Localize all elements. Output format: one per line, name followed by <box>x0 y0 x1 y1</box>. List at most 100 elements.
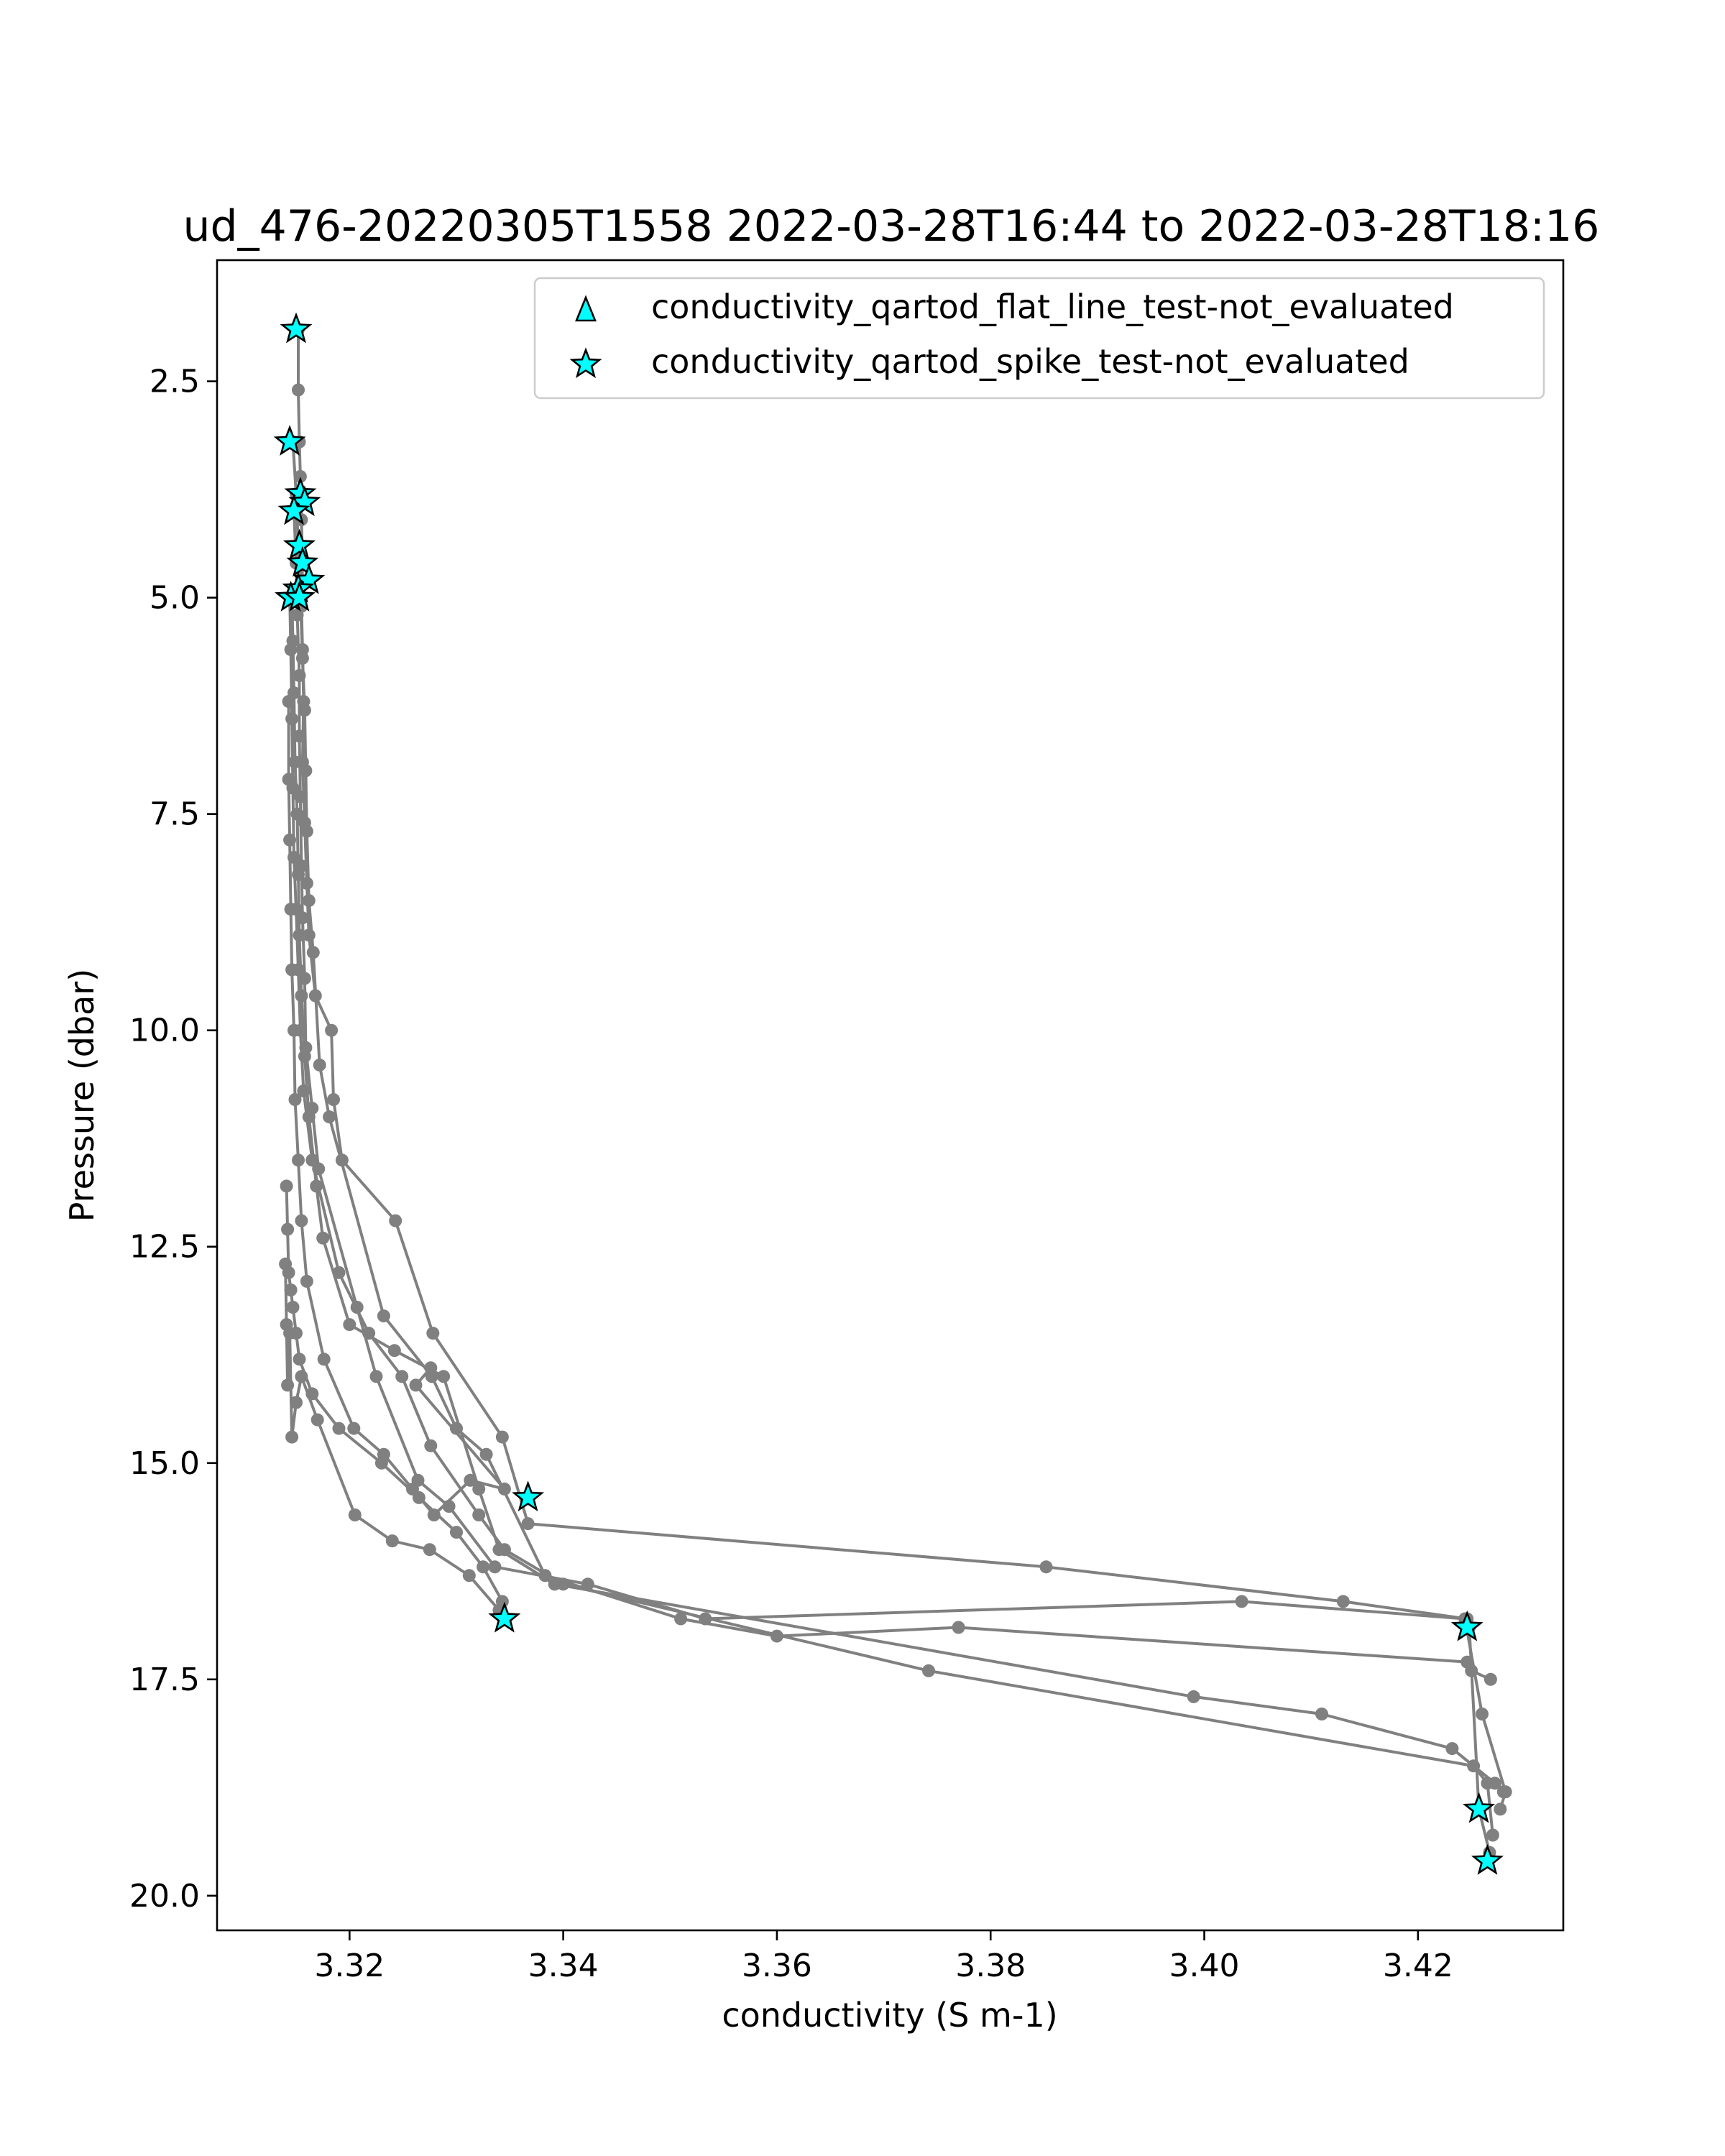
y-tick-label: 5.0 <box>150 580 200 617</box>
data-point <box>477 1560 490 1574</box>
spike-flag-star <box>512 1480 545 1512</box>
data-point <box>293 470 307 483</box>
data-point <box>305 1387 319 1401</box>
flag-markers <box>273 312 1504 1875</box>
data-point <box>310 1413 324 1427</box>
profile-line <box>288 597 1494 1835</box>
spike-flag-star <box>280 312 313 344</box>
profile-points <box>279 323 1512 1859</box>
data-point <box>699 1612 712 1626</box>
data-point <box>295 989 308 1003</box>
data-point <box>293 1353 306 1366</box>
x-tick-label: 3.38 <box>955 1948 1026 1984</box>
data-point <box>293 669 306 682</box>
data-point <box>1445 1742 1459 1756</box>
data-point <box>1496 1785 1510 1799</box>
y-axis-ticks: 2.5 5.0 7.5 10.0 12.5 15.0 17.5 20.0 <box>129 364 217 1915</box>
profile-line <box>297 329 1491 1853</box>
data-point <box>369 1370 383 1383</box>
spike-flag-star <box>273 425 306 456</box>
data-point <box>313 1058 326 1072</box>
y-tick-label: 7.5 <box>150 796 200 833</box>
legend-label-flat-line: conductivity_qartod_flat_line_test-not_e… <box>651 287 1454 326</box>
data-point <box>1039 1560 1053 1574</box>
data-point <box>374 1456 388 1470</box>
data-point <box>389 1214 402 1227</box>
data-point <box>343 1318 356 1332</box>
data-point <box>472 1508 486 1521</box>
data-point <box>1465 1664 1478 1677</box>
data-point <box>335 1153 349 1167</box>
data-point <box>1187 1690 1200 1703</box>
data-point <box>288 1093 302 1106</box>
data-point <box>556 1577 570 1591</box>
y-tick-label: 20.0 <box>129 1878 200 1915</box>
data-point <box>770 1629 783 1643</box>
spike-flag-star <box>286 545 319 577</box>
data-point <box>1336 1595 1350 1608</box>
data-point <box>290 807 304 821</box>
data-point <box>283 1327 297 1340</box>
x-tick-label: 3.40 <box>1169 1948 1240 1984</box>
data-point <box>310 1179 323 1193</box>
data-point <box>302 929 316 942</box>
data-point <box>295 651 309 665</box>
legend-box <box>533 277 1545 400</box>
data-point <box>348 1508 362 1521</box>
data-point <box>308 989 322 1003</box>
spike-flag-star <box>282 580 316 612</box>
data-point <box>284 1283 298 1296</box>
data-point <box>293 929 306 942</box>
y-tick-label: 17.5 <box>129 1662 200 1698</box>
x-tick-label: 3.36 <box>742 1948 812 1984</box>
data-point <box>285 1430 299 1444</box>
data-point <box>450 1422 463 1435</box>
data-point <box>387 1344 401 1358</box>
data-point <box>298 1049 311 1063</box>
y-tick-label: 12.5 <box>129 1229 200 1266</box>
data-point <box>317 1353 331 1366</box>
x-tick-label: 3.42 <box>1383 1948 1453 1984</box>
x-tick-label: 3.32 <box>314 1948 385 1984</box>
spike-flag-star <box>1463 1792 1496 1823</box>
data-point <box>299 764 313 778</box>
data-point <box>952 1621 965 1634</box>
data-point <box>292 1153 305 1167</box>
profile-lines <box>284 329 1507 1853</box>
data-point <box>450 1526 463 1539</box>
plot-frame <box>216 259 1565 1932</box>
data-point <box>297 1084 310 1097</box>
data-point <box>292 383 305 397</box>
data-point <box>1315 1708 1328 1720</box>
y-tick-label: 15.0 <box>129 1445 200 1482</box>
data-point <box>288 755 302 769</box>
spike-flag-star <box>1471 1844 1504 1875</box>
legend-star-marker <box>569 347 602 379</box>
data-point <box>497 1482 511 1496</box>
data-point <box>437 1370 451 1383</box>
data-point <box>285 712 299 726</box>
data-point <box>327 1093 340 1106</box>
data-point <box>288 850 300 864</box>
spike-flag-star <box>277 494 310 525</box>
data-point <box>300 824 313 838</box>
data-point <box>464 1473 477 1487</box>
data-point <box>521 1517 535 1531</box>
data-point <box>472 1482 486 1496</box>
data-point <box>298 704 311 717</box>
data-point <box>423 1543 436 1557</box>
data-point <box>479 1447 493 1461</box>
data-point <box>409 1378 423 1392</box>
data-point <box>1476 1708 1489 1720</box>
data-point <box>350 1301 364 1314</box>
data-point <box>295 1370 308 1383</box>
data-point <box>281 1378 295 1392</box>
data-point <box>325 1023 339 1037</box>
data-point <box>306 946 320 959</box>
data-point <box>282 773 295 786</box>
y-tick-label: 2.5 <box>150 364 200 400</box>
legend: conductivity_qartod_flat_line_test-not_e… <box>533 277 1545 400</box>
data-point <box>305 1153 319 1167</box>
data-point <box>282 695 295 709</box>
